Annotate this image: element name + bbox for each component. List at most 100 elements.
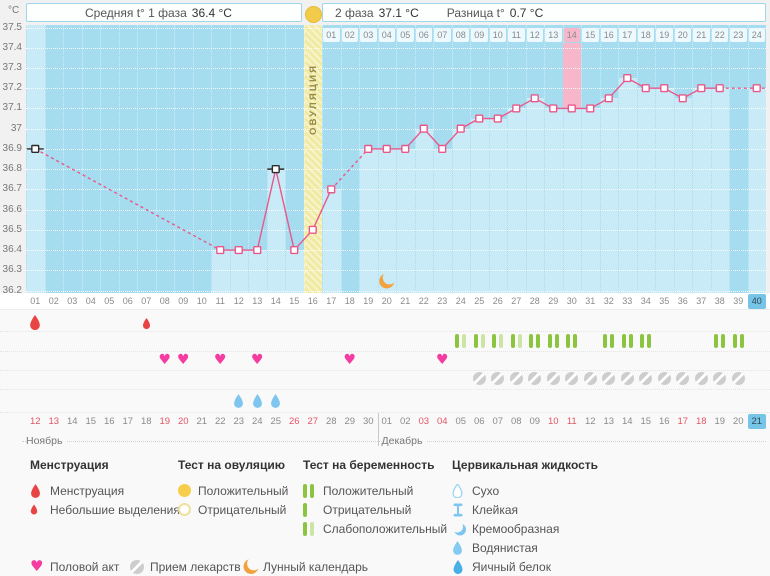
pregnancy-test-icon[interactable] <box>510 334 515 348</box>
intercourse-icon[interactable]: ♥ <box>158 352 172 368</box>
measured-day-bar <box>545 108 563 293</box>
pregnancy-test-icon-bar2[interactable] <box>536 334 541 348</box>
pregnancy-test-icon-bar2[interactable] <box>499 334 504 348</box>
day-column[interactable] <box>100 25 119 293</box>
phase-diff-value: 0.7 °C <box>509 5 544 20</box>
y-axis-label: 36.4 <box>2 244 22 255</box>
pregnancy-test-icon[interactable] <box>714 334 719 348</box>
menstruation-icon[interactable] <box>142 318 151 329</box>
drop-large-icon <box>30 483 50 498</box>
date-cell: 23 <box>233 416 245 427</box>
axis-day-cell: 04 <box>85 295 96 306</box>
axis-day-cell: 30 <box>566 295 577 306</box>
legend-item: ♥ Половой акт <box>30 557 119 576</box>
medication-icon[interactable] <box>713 372 727 385</box>
phase2-day-cell: 13 <box>545 28 562 42</box>
date-cell: 06 <box>473 416 485 427</box>
pregnancy-test-icon[interactable] <box>492 334 497 348</box>
medication-icon[interactable] <box>639 372 653 385</box>
axis-day-cell: 23 <box>437 295 448 306</box>
pregnancy-test-icon-bar2[interactable] <box>517 334 522 348</box>
day-column[interactable] <box>155 25 174 293</box>
phase2-day-cell: 11 <box>508 28 525 42</box>
pregnancy-test-icon-bar2[interactable] <box>610 334 615 348</box>
medication-icon[interactable] <box>565 372 579 385</box>
medication-icon[interactable] <box>620 372 634 385</box>
pregnancy-test-icon[interactable] <box>566 334 571 348</box>
measured-day-bar <box>415 128 433 293</box>
medication-icon[interactable] <box>694 372 708 385</box>
pregnancy-test-icon[interactable] <box>621 334 626 348</box>
date-cell: 09 <box>529 416 541 427</box>
intercourse-icon[interactable]: ♥ <box>213 352 227 368</box>
pregnancy-test-icon[interactable] <box>455 334 460 348</box>
cervical-fluid-icon[interactable] <box>270 394 281 408</box>
menstruation-icon[interactable] <box>29 315 41 330</box>
day-column[interactable] <box>81 25 100 293</box>
day-column[interactable] <box>63 25 82 293</box>
medication-icon[interactable] <box>509 372 523 385</box>
phase2-day-cell: 09 <box>471 28 488 42</box>
date-cell: 15 <box>85 416 97 427</box>
legend-item-label: Небольшие выделения <box>50 502 180 517</box>
ovulation-test-positive-icon <box>305 6 322 23</box>
axis-day-cell: 31 <box>585 295 596 306</box>
phase2-day-cell: 21 <box>693 28 710 42</box>
pregnancy-test-icon[interactable] <box>640 334 645 348</box>
pregnancy-test-icon-bar2[interactable] <box>480 334 485 348</box>
medication-icon[interactable] <box>602 372 616 385</box>
medication-icon[interactable] <box>583 372 597 385</box>
date-cell-weekend: 03 <box>418 416 430 427</box>
cervical-fluid-icon[interactable] <box>252 394 263 408</box>
date-cell: 18 <box>140 416 152 427</box>
pregnancy-test-icon-bar2[interactable] <box>573 334 578 348</box>
legend-item-label: Клейкая <box>472 502 519 517</box>
intercourse-icon[interactable]: ♥ <box>250 352 264 368</box>
circle-filled-icon <box>178 484 198 497</box>
day-column[interactable] <box>340 25 359 293</box>
pregnancy-test-icon-bar2[interactable] <box>554 334 559 348</box>
y-axis-label: 36.7 <box>2 183 22 195</box>
intercourse-icon[interactable]: ♥ <box>435 352 449 368</box>
pregnancy-test-icon-bar2[interactable] <box>628 334 633 348</box>
pregnancy-test-icon[interactable] <box>473 334 478 348</box>
pregnancy-test-icon[interactable] <box>529 334 534 348</box>
phase2-day-cell: 22 <box>711 28 728 42</box>
medication-icon[interactable] <box>491 372 505 385</box>
medication-icon[interactable] <box>676 372 690 385</box>
day-column[interactable] <box>192 25 211 293</box>
axis-day-cell: 12 <box>233 295 244 306</box>
day-column[interactable] <box>729 25 748 293</box>
sticky-icon <box>452 503 472 517</box>
intercourse-icon[interactable]: ♥ <box>176 352 190 368</box>
legend-item-label: Отрицательный <box>323 502 412 517</box>
heart-icon: ♥ <box>30 557 44 575</box>
axis-day-cell: 34 <box>640 295 651 306</box>
creamy-icon <box>452 521 472 536</box>
pregnancy-test-icon-bar2[interactable] <box>721 334 726 348</box>
day-column[interactable] <box>44 25 63 293</box>
pregnancy-test-icon-bar2[interactable] <box>462 334 467 348</box>
pregnancy-test-icon-bar2[interactable] <box>647 334 652 348</box>
pregnancy-test-icon-bar2[interactable] <box>739 334 744 348</box>
pregnancy-test-icon[interactable] <box>732 334 737 348</box>
day-column[interactable] <box>137 25 156 293</box>
circle-outline-icon <box>178 503 198 516</box>
pregnancy-test-icon[interactable] <box>603 334 608 348</box>
day-column[interactable] <box>229 25 248 293</box>
intercourse-icon[interactable]: ♥ <box>343 352 357 368</box>
legend-item: Сухо <box>452 481 598 500</box>
day-column[interactable] <box>118 25 137 293</box>
medication-icon[interactable] <box>546 372 560 385</box>
day-column[interactable] <box>174 25 193 293</box>
y-axis-label: 37.2 <box>2 82 22 94</box>
medication-icon[interactable] <box>472 372 486 385</box>
cervical-fluid-icon[interactable] <box>233 394 244 408</box>
grid-line <box>26 209 766 211</box>
medication-icon[interactable] <box>657 372 671 385</box>
legend-section-title: Менструация <box>30 458 109 472</box>
axis-day-cell: 15 <box>289 295 300 306</box>
pregnancy-test-icon[interactable] <box>547 334 552 348</box>
medication-icon[interactable] <box>731 372 745 385</box>
medication-icon[interactable] <box>528 372 542 385</box>
